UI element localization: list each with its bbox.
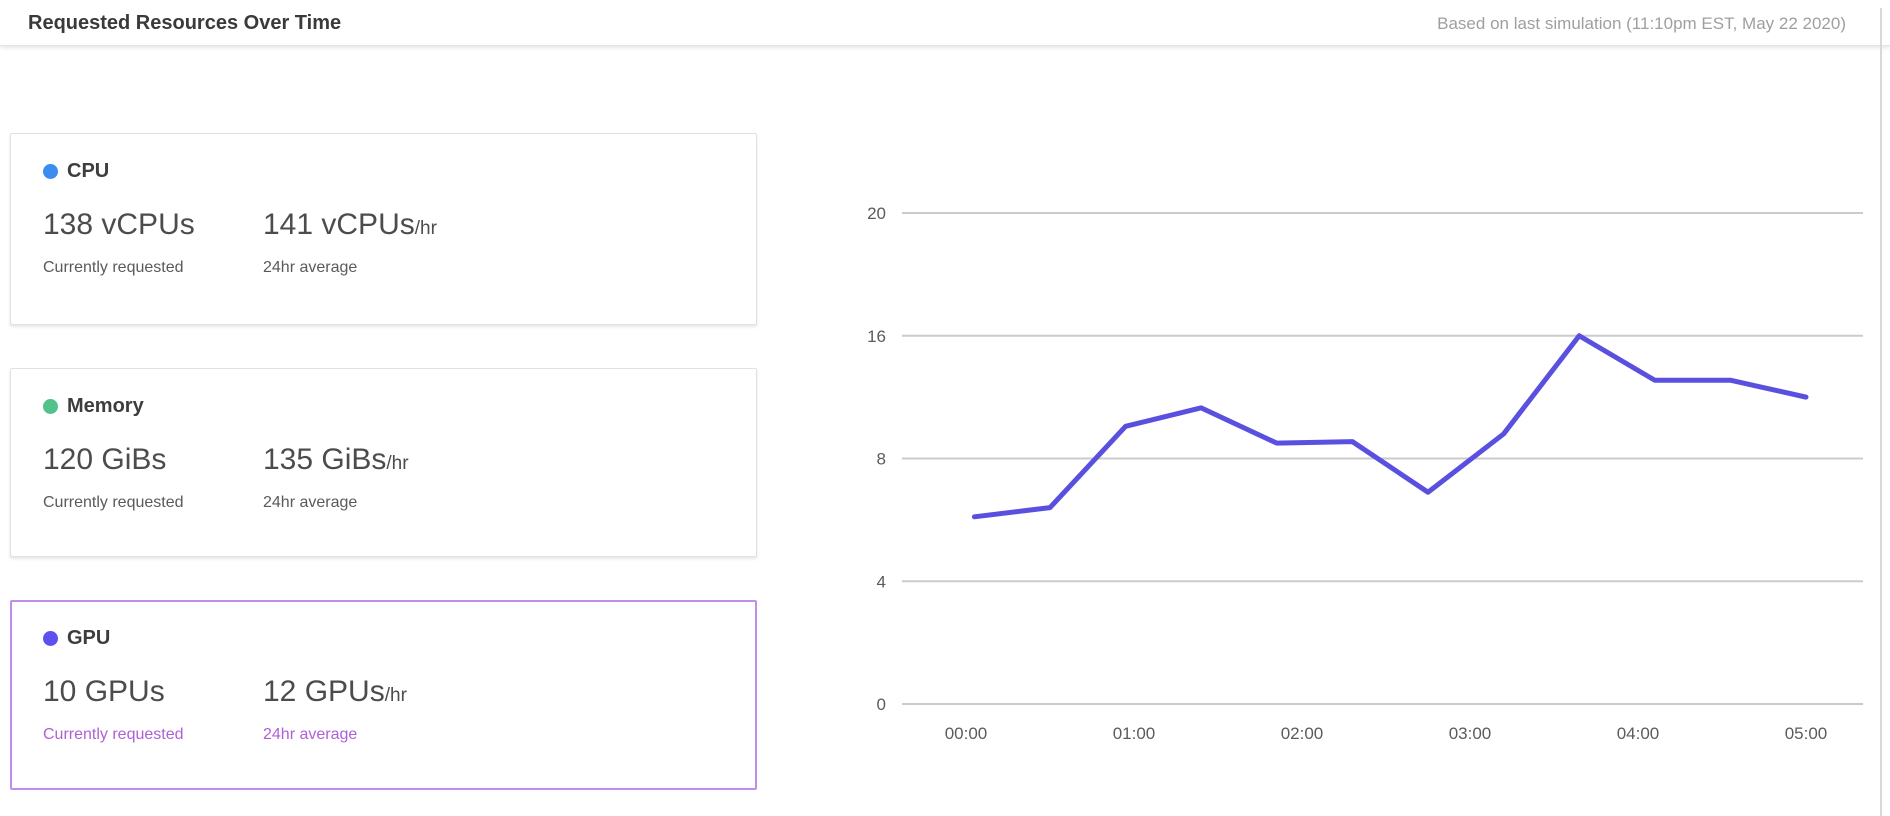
cpu-average-caption: 24hr average (263, 259, 358, 276)
gpu-current-value-text: 10 GPUs (43, 675, 165, 708)
cpu-current-metric: 138 vCPUs Currently requested (43, 207, 263, 277)
y-axis-label: 8 (877, 450, 886, 469)
memory-average-value: 135 GiBs/hr (263, 442, 409, 482)
cpu-current-value-text: 138 vCPUs (43, 208, 195, 241)
chart-line (971, 333, 1809, 520)
memory-current-metric: 120 GiBs Currently requested (43, 442, 263, 512)
cpu-current-caption: Currently requested (43, 259, 184, 276)
y-axis-label: 20 (867, 204, 886, 223)
memory-card-header: Memory (43, 394, 724, 418)
cpu-current-value: 138 vCPUs (43, 207, 263, 247)
cpu-average-value-text: 141 vCPUs (263, 208, 415, 241)
y-axis-label: 16 (867, 327, 886, 346)
memory-current-value-text: 120 GiBs (43, 443, 167, 476)
x-axis-label: 03:00 (1449, 724, 1492, 743)
cpu-legend-dot-icon (43, 163, 58, 179)
gpu-current-metric: 10 GPUs Currently requested (43, 674, 263, 744)
right-edge-divider (1880, 8, 1882, 816)
gpu-average-metric: 12 GPUs/hr 24hr average (263, 674, 407, 744)
gpu-card-header: GPU (43, 626, 724, 650)
gpu-card-label: GPU (67, 626, 111, 649)
gpu-card-values: 10 GPUs Currently requested 12 GPUs/hr 2… (43, 674, 724, 744)
memory-current-caption: Currently requested (43, 494, 184, 511)
memory-legend-dot-icon (43, 398, 58, 414)
page-title: Requested Resources Over Time (28, 12, 342, 34)
cpu-average-metric: 141 vCPUs/hr 24hr average (263, 207, 437, 277)
panel-header: Requested Resources Over Time Based on l… (0, 0, 1890, 46)
memory-card-label: Memory (67, 394, 144, 417)
gpu-current-value: 10 GPUs (43, 674, 263, 714)
memory-average-metric: 135 GiBs/hr 24hr average (263, 442, 409, 512)
cpu-card-values: 138 vCPUs Currently requested 141 vCPUs/… (43, 207, 724, 277)
cpu-average-suffix: /hr (414, 218, 437, 239)
gpu-average-caption: 24hr average (263, 726, 358, 743)
x-axis-label: 05:00 (1785, 724, 1828, 743)
gpu-average-value-text: 12 GPUs (263, 675, 385, 708)
cpu-metric-card[interactable]: CPU 138 vCPUs Currently requested 141 vC… (10, 133, 757, 325)
last-simulation-timestamp: Based on last simulation (11:10pm EST, M… (1437, 14, 1846, 33)
y-axis-label: 0 (877, 695, 886, 714)
cpu-average-value: 141 vCPUs/hr (263, 207, 437, 247)
gpu-average-suffix: /hr (384, 685, 407, 706)
gpu-legend-dot-icon (43, 630, 58, 646)
gpu-current-caption: Currently requested (43, 726, 184, 743)
memory-average-caption: 24hr average (263, 494, 358, 511)
memory-metric-card[interactable]: Memory 120 GiBs Currently requested 135 … (10, 368, 757, 557)
cpu-card-label: CPU (67, 159, 110, 182)
x-axis-label: 00:00 (945, 724, 988, 743)
cpu-card-header: CPU (43, 159, 724, 183)
x-axis-label: 01:00 (1113, 724, 1156, 743)
memory-card-values: 120 GiBs Currently requested 135 GiBs/hr… (43, 442, 724, 512)
memory-average-value-text: 135 GiBs (263, 443, 387, 476)
gpu-average-value: 12 GPUs/hr (263, 674, 407, 714)
x-axis-label: 04:00 (1617, 724, 1660, 743)
x-axis-label: 02:00 (1281, 724, 1324, 743)
gpu-metric-card[interactable]: GPU 10 GPUs Currently requested 12 GPUs/… (10, 600, 757, 790)
y-axis-label: 4 (877, 572, 886, 591)
memory-current-value: 120 GiBs (43, 442, 263, 482)
memory-average-suffix: /hr (386, 453, 409, 474)
